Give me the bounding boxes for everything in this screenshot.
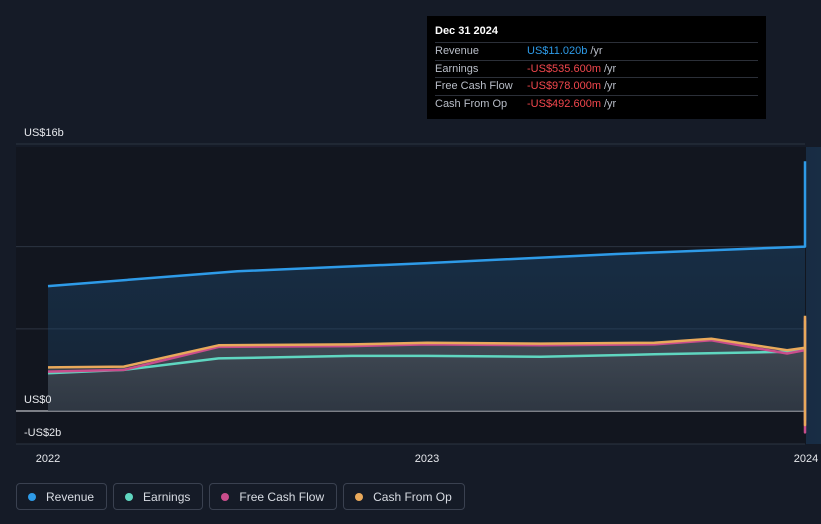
tooltip-row-unit: /yr — [604, 62, 617, 75]
y-tick-label: -US$2b — [24, 427, 61, 439]
past-region — [806, 147, 821, 444]
y-tick-label: US$16b — [24, 127, 64, 139]
legend-item-earnings[interactable]: Earnings — [113, 483, 204, 510]
tooltip-row-value: -US$492.600m — [527, 97, 601, 110]
cashflow-area — [48, 315, 805, 425]
tooltip-row-value: -US$978.000m — [527, 80, 601, 93]
legend-dot-icon — [355, 492, 364, 501]
x-tick-label: 2022 — [36, 453, 60, 465]
legend-item-revenue[interactable]: Revenue — [16, 483, 108, 510]
legend-label: Free Cash Flow — [239, 489, 325, 504]
tooltip-row-label: Cash From Op — [435, 97, 508, 110]
legend-dot-icon — [125, 492, 134, 501]
tooltip-row-unit: /yr — [590, 45, 603, 58]
series-line-cash-from-op — [47, 315, 807, 427]
legend-dot-icon — [28, 492, 36, 501]
tooltip-row-label: Free Cash Flow — [435, 80, 513, 93]
tooltip-row-unit: /yr — [604, 97, 617, 110]
legend-item-cash-from-op[interactable]: Cash From Op — [343, 483, 465, 510]
legend-label: Revenue — [46, 489, 95, 504]
tooltip-row-value: US$11.020b — [527, 45, 588, 58]
tooltip-row-value: -US$535.600m — [527, 62, 601, 75]
x-tick-label: 2024 — [794, 453, 818, 465]
tooltip-row-unit: /yr — [604, 80, 617, 93]
data-tooltip: Dec 31 2024 Revenue US$11.020b/yr Earnings… — [427, 16, 766, 119]
legend-item-free-cash-flow[interactable]: Free Cash Flow — [209, 483, 338, 510]
y-tick-label: US$0 — [24, 394, 52, 406]
legend-dot-icon — [221, 492, 230, 501]
tooltip-row: Revenue US$11.020b/yr — [435, 42, 758, 60]
tooltip-row: Earnings -US$535.600m/yr — [435, 59, 758, 78]
chart-legend: Revenue Earnings Free Cash Flow Cash From O… — [16, 483, 465, 510]
tooltip-row: Free Cash Flow -US$978.000m/yr — [435, 77, 758, 95]
tooltip-row-label: Earnings — [435, 62, 479, 75]
legend-label: Cash From Op — [373, 489, 452, 504]
tooltip-date: Dec 31 2024 — [435, 25, 498, 37]
legend-label: Earnings — [143, 489, 191, 504]
x-tick-label: 2023 — [415, 453, 439, 465]
tooltip-row: Cash From Op -US$492.600m/yr — [435, 94, 758, 113]
series-line-revenue — [47, 161, 807, 288]
tooltip-row-label: Revenue — [435, 45, 480, 58]
